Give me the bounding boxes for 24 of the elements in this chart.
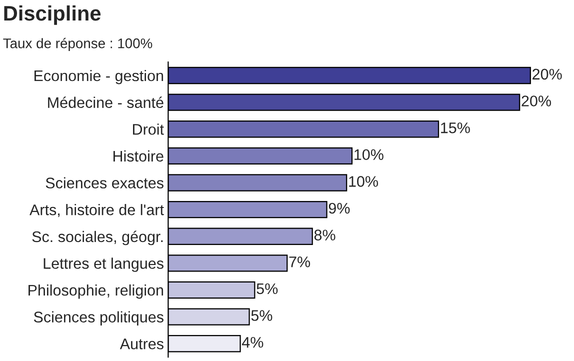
chart-title: Discipline — [4, 5, 101, 25]
y-tick-label: Droit — [133, 124, 164, 135]
y-tick-label: Sc. sociales, géogr. — [32, 230, 163, 246]
y-tick-label: Economie - gestion — [34, 70, 164, 84]
data-label: 4% — [242, 336, 264, 348]
y-tick-label: Lettres et langues — [44, 258, 164, 272]
y-tick-label: Autres — [120, 338, 164, 350]
chart-subtitle: Taux de réponse : 100% — [3, 38, 152, 52]
data-label: 20% — [522, 96, 552, 106]
data-label: 20% — [532, 68, 562, 80]
y-tick-label: Sciences politiques — [34, 311, 164, 326]
data-label: 8% — [314, 230, 336, 240]
y-tick-label: Philosophie, religion — [28, 284, 164, 299]
y-tick-label: Histoire — [113, 150, 164, 162]
data-label: 7% — [289, 256, 310, 268]
data-label: 9% — [328, 202, 350, 214]
data-label: 5% — [251, 310, 272, 321]
data-label: 10% — [354, 149, 384, 160]
data-label: 5% — [256, 283, 278, 294]
y-tick-label: Sciences exactes — [46, 177, 164, 188]
y-tick-label: Médecine - santé — [48, 96, 164, 108]
y-tick-label: Arts, histoire de l'art — [30, 204, 164, 218]
data-label: 10% — [349, 176, 378, 187]
data-label: 15% — [441, 122, 470, 134]
